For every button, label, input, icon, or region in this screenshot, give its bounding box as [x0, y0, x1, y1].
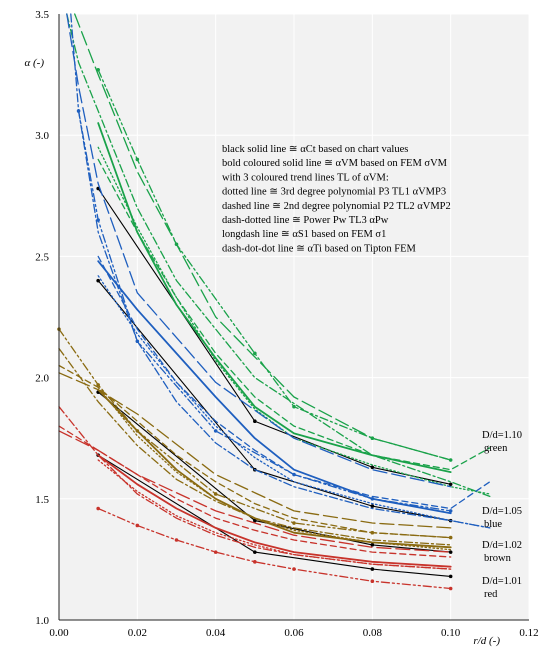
x-tick-label-4: 0.08 [363, 627, 383, 639]
point-blue-dash-dot-dot-1 [96, 218, 100, 222]
series-green-dotted [97, 146, 491, 495]
point-red-dash-dot-dot-5 [292, 567, 296, 571]
point-red-black-solid-2 [370, 567, 375, 571]
legend-entry-0: black solid line ≅ αCt based on chart va… [222, 144, 408, 155]
x-tick-label-2: 0.04 [206, 627, 226, 639]
legend-entry-5: dash-dotted line ≅ Power Pw TL3 αPw [222, 215, 389, 226]
series-brown-dash-dotted [58, 347, 452, 546]
point-brown-dash-dot-dot-6 [448, 535, 453, 540]
y-tick-label-1: 1.5 [35, 494, 49, 506]
series-brown-dotted [97, 386, 452, 551]
series-red-dash-dotted [58, 406, 452, 570]
point-green-dash-dot-dot-1 [135, 157, 140, 162]
point-blue-black-solid-0 [96, 278, 100, 283]
x-tick-label-1: 0.02 [128, 627, 147, 639]
point-red-black-solid-3 [448, 574, 453, 579]
legend: black solid line ≅ αCt based on chart va… [222, 144, 451, 254]
point-brown-black-solid-2 [370, 543, 375, 547]
point-red-dash-dot-dot-6 [370, 579, 375, 584]
point-green-dash-dot-dot-5 [370, 436, 375, 441]
curve-label-color-1: blue [484, 519, 502, 530]
x-tick-label-0: 0.00 [49, 627, 69, 639]
series-blue-dash-dotted [70, 13, 491, 529]
legend-entry-7: dash-dot-dot line ≅ αTi based on Tipton … [222, 243, 417, 254]
point-blue-dash-dot-dot-4 [292, 472, 296, 477]
point-red-dash-dot-dot-3 [213, 550, 218, 554]
series-brown-longdash [58, 372, 452, 529]
legend-entry-6: longdash line ≅ αS1 based on FEM σ1 [222, 229, 386, 240]
point-red-dash-dot-dot-2 [174, 538, 179, 542]
series-brown-black-solid [97, 391, 452, 553]
series-blue-solid [97, 260, 452, 515]
series-group [57, 13, 491, 591]
point-brown-dash-dot-dot-2 [135, 429, 140, 433]
axes: 0.00 0.02 0.04 0.06 0.08 0.10 0.12 1.0 1.5 2.0 2.5… [24, 9, 538, 647]
legend-entry-1: bold coloured solid line ≅ αVM based on … [222, 158, 448, 169]
point-brown-dash-dot-dot-1 [96, 383, 100, 387]
series-brown-dashed [58, 364, 452, 539]
point-blue-dash-dot-dot-2 [135, 339, 140, 344]
y-axis-label: α (-) [24, 57, 44, 69]
point-green-black-solid-2 [370, 465, 375, 470]
point-green-dash-dot-dot-0 [96, 67, 100, 72]
series-blue-dotted [97, 275, 491, 529]
point-red-dash-dot-dot-4 [253, 560, 257, 564]
point-green-black-solid-1 [253, 419, 257, 424]
point-green-black-solid-3 [448, 482, 453, 487]
point-blue-dash-dot-dot-6 [448, 509, 453, 513]
curve-label-color-3: red [484, 589, 498, 600]
point-green-dash-dot-dot-2 [174, 242, 179, 247]
series-blue-dashed [97, 255, 491, 510]
curve-labels: D/d=1.10 green D/d=1.05 blue D/d=1.02 brown D/… [482, 430, 522, 600]
series-red-longdash [58, 430, 452, 553]
x-tick-label-5: 0.10 [441, 627, 461, 639]
y-tick-label-5: 3.5 [35, 9, 49, 21]
point-green-dash-dot-dot-6 [448, 458, 453, 462]
point-brown-dash-dot-dot-3 [213, 492, 218, 496]
curve-label-ratio-1: D/d=1.05 [482, 506, 522, 517]
point-blue-dash-dot-dot-5 [370, 497, 375, 501]
legend-entry-2: with 3 coloured trend lines TL of αVM: [222, 172, 389, 183]
point-blue-dash-dot-dot-3 [213, 429, 218, 433]
point-red-dash-dot-dot-0 [96, 506, 100, 511]
x-axis-label: r/d (-) [473, 635, 500, 647]
series-red-solid [97, 454, 452, 568]
y-tick-label-4: 3.0 [35, 130, 49, 142]
point-blue-black-solid-2 [370, 504, 375, 508]
series-blue-longdash [66, 13, 452, 488]
point-blue-dash-dot-dot-0 [76, 109, 81, 113]
x-tick-label-6: 0.12 [519, 627, 538, 639]
curve-label-ratio-0: D/d=1.10 [482, 430, 522, 441]
point-red-black-solid-1 [253, 550, 257, 554]
point-green-dash-dot-dot-3 [253, 351, 257, 356]
point-green-dash-dot-dot-4 [292, 404, 296, 409]
y-tick-label-3: 2.5 [35, 251, 49, 263]
point-red-dash-dot-dot-7 [448, 586, 453, 591]
y-tick-label-2: 2.0 [35, 373, 49, 385]
series-green-solid [97, 122, 452, 474]
series-red-black-solid [97, 454, 452, 577]
legend-entry-3: dotted line ≅ 3rd degree polynomial P3 T… [222, 187, 446, 198]
point-brown-dash-dot-dot-4 [292, 521, 296, 525]
series-green-dash-dotted [66, 13, 491, 498]
point-brown-black-solid-1 [253, 518, 257, 523]
curve-label-ratio-2: D/d=1.02 [482, 540, 522, 551]
x-tick-label-3: 0.06 [284, 627, 304, 639]
curve-label-color-2: brown [484, 553, 512, 564]
series-red-dash-dot-dot [97, 507, 452, 590]
curve-label-color-0: green [484, 443, 508, 454]
y-tick-label-0: 1.0 [35, 615, 49, 627]
point-brown-dash-dot-dot-5 [370, 530, 375, 535]
point-red-dash-dot-dot-1 [135, 523, 140, 528]
point-brown-black-solid-3 [448, 550, 453, 554]
curve-label-ratio-3: D/d=1.01 [482, 576, 522, 587]
series-green-dashed [97, 158, 491, 471]
legend-entry-4: dashed line ≅ 2nd degree polynomial P2 T… [222, 201, 451, 212]
